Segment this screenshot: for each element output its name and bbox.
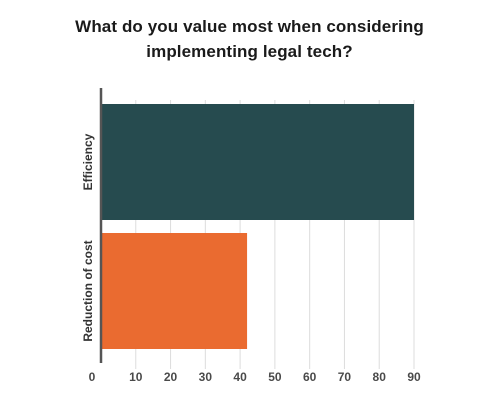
category-label: Reduction of cost <box>81 240 95 341</box>
category-labels: Efficiency Reduction of cost <box>81 133 95 341</box>
chart-title-line-1: What do you value most when considering <box>75 17 424 36</box>
x-tick-label: 70 <box>338 370 352 384</box>
x-tick-label: 20 <box>164 370 178 384</box>
x-tick-label: 0 <box>89 370 96 384</box>
x-tick-label: 30 <box>199 370 213 384</box>
category-label: Efficiency <box>81 133 95 190</box>
x-tick-label: 50 <box>268 370 282 384</box>
x-tick-label: 60 <box>303 370 317 384</box>
x-axis-ticks: 0 10 20 30 40 50 60 70 80 90 <box>89 370 421 384</box>
chart-title-line-2: implementing legal tech? <box>146 42 353 61</box>
x-tick-label: 10 <box>129 370 143 384</box>
chart-title: What do you value most when considering … <box>0 14 499 64</box>
x-tick-label: 90 <box>407 370 421 384</box>
bar-reduction-of-cost <box>101 233 248 349</box>
bars <box>101 104 414 349</box>
x-tick-label: 40 <box>233 370 247 384</box>
bar-efficiency <box>101 104 414 220</box>
x-tick-label: 80 <box>373 370 387 384</box>
